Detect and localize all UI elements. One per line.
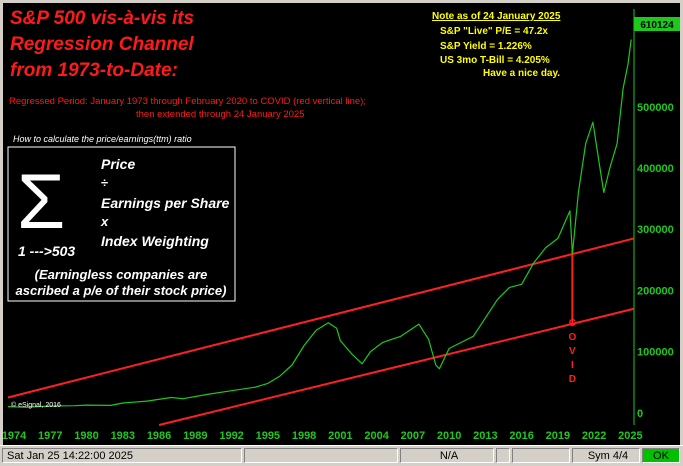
covid-label-letter: D (569, 374, 576, 385)
formula-line-times: x (100, 214, 109, 229)
formula-line-divide: ÷ (101, 175, 108, 190)
note-heading: Note as of 24 January 2025 (432, 11, 561, 22)
formula-line-weighting: Index Weighting (101, 233, 209, 249)
x-tick-label: 1989 (183, 430, 207, 442)
x-tick-label: 1974 (3, 430, 27, 442)
status-datetime: Sat Jan 25 14:22:00 2025 (2, 448, 242, 463)
formula-note-line-2: ascribed a p/e of their stock price) (16, 283, 227, 298)
plot-layer: 0 100000 200000 300000 400000 500000 1974 1977 1… (3, 9, 674, 442)
covid-label-letter: I (571, 360, 574, 371)
formula-heading: How to calculate the price/earnings(ttm)… (13, 134, 192, 144)
last-value-badge (634, 17, 680, 31)
chart-title-line-2: Regression Channel (10, 34, 194, 55)
formula-note-line-1: (Earningless companies are (35, 267, 208, 282)
x-tick-label: 2016 (509, 430, 533, 442)
x-tick-label: 2004 (364, 430, 389, 442)
formula-box (7, 146, 236, 302)
note-line-nice-day: Have a nice day. (483, 68, 560, 79)
x-tick-label: 1992 (219, 430, 243, 442)
x-tick-label: 2019 (546, 430, 570, 442)
y-tick-label: 0 (637, 408, 643, 420)
status-mode: N/A (400, 448, 494, 463)
covid-label-letter: O (568, 332, 576, 343)
y-tick-label: 100000 (637, 347, 674, 359)
x-tick-label: 2013 (473, 430, 497, 442)
x-tick-label: 2010 (437, 430, 461, 442)
x-tick-label: 2007 (401, 430, 425, 442)
last-value-label: 610124 (640, 20, 674, 31)
covid-label-letter: V (569, 346, 576, 357)
chart-area[interactable]: 0 100000 200000 300000 400000 500000 1974 1977 1… (3, 3, 680, 445)
status-bar: Sat Jan 25 14:22:00 2025 N/A Sym 4/4 OK (0, 445, 683, 466)
y-tick-label: 400000 (637, 163, 674, 175)
note-line-yield: S&P Yield = 1.226% (440, 41, 532, 52)
status-ok: OK (642, 448, 680, 463)
formula-line-price: Price (101, 156, 135, 172)
y-tick-label: 500000 (637, 102, 674, 114)
status-symbol: Sym 4/4 (572, 448, 640, 463)
copyright-text: © eSignal, 2016 (11, 401, 61, 409)
chart-svg: 0 100000 200000 300000 400000 500000 1974 1977 1… (3, 8, 680, 442)
x-tick-label: 1977 (38, 430, 62, 442)
status-empty-cell-2 (496, 448, 510, 463)
x-tick-label: 1983 (111, 430, 135, 442)
channel-upper-line (7, 237, 635, 399)
x-tick-label: 1980 (74, 430, 98, 442)
note-line-pe: S&P "Live" P/E = 47.2x (440, 26, 548, 37)
x-tick-label: 2022 (582, 430, 606, 442)
price-series-line (7, 39, 632, 408)
y-tick-label: 300000 (637, 224, 674, 236)
status-empty-cell (244, 448, 398, 463)
sigma-symbol: Σ (17, 157, 65, 245)
chart-title-line-1: S&P 500 vis-à-vis its (10, 8, 194, 29)
x-tick-label: 1995 (256, 430, 280, 442)
sigma-range: 1 --->503 (18, 243, 75, 259)
covid-label-letter: C (569, 318, 576, 329)
x-tick-label: 1986 (147, 430, 171, 442)
chart-title-line-3: from 1973-to-Date: (10, 60, 178, 81)
subtitle-line-1: Regressed Period: January 1973 through F… (9, 96, 366, 107)
formula-line-eps: Earnings per Share (101, 195, 230, 211)
y-tick-label: 200000 (637, 285, 674, 297)
channel-lower-line (158, 307, 635, 426)
x-tick-label: 2001 (328, 430, 352, 442)
subtitle-line-2: then extended through 24 January 2025 (136, 109, 305, 120)
x-tick-label: 2025 (618, 430, 642, 442)
status-empty-cell-3 (512, 448, 570, 463)
note-line-tbill: US 3mo T-Bill = 4.205% (440, 55, 550, 66)
x-tick-label: 1998 (292, 430, 316, 442)
